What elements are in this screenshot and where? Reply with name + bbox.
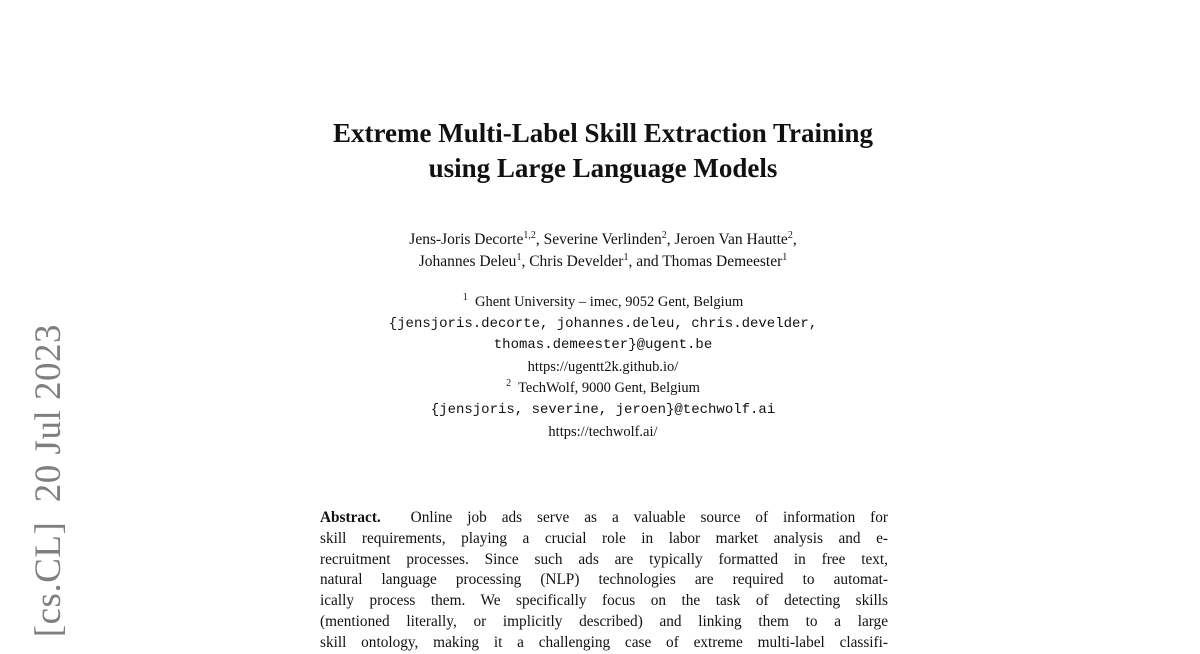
title-line: using Large Language Models [428, 153, 778, 183]
affiliation-name: TechWolf, 9000 Gent, Belgium [518, 380, 700, 397]
separator: , [792, 231, 797, 248]
affiliation-number: 2 [506, 378, 512, 390]
affiliations: 1 Ghent University – imec, 9052 Gent, Be… [0, 292, 1200, 443]
abstract-heading: Abstract. [320, 509, 381, 526]
author-list: Jens-Joris Decorte1,2, Severine Verlinde… [0, 229, 1200, 273]
author: Severine Verlinden [543, 231, 662, 248]
separator: , and [628, 253, 663, 270]
abstract-line: skill requirements, playing a crucial ro… [320, 529, 888, 547]
author-affiliation-mark: 2 [661, 229, 667, 241]
author-affiliation-mark: 1,2 [523, 229, 536, 241]
abstract-line: ically process them. We specifically foc… [320, 592, 888, 610]
author-affiliation-mark: 1 [782, 251, 788, 263]
email: {jensjoris.decorte, johannes.deleu, chri… [388, 315, 818, 332]
affiliation-2: 2 TechWolf, 9000 Gent, Belgium [0, 378, 1200, 400]
email: thomas.demeester}@ugent.be [493, 337, 713, 354]
affiliation-url[interactable]: https://ugentt2k.github.io/ [527, 358, 679, 375]
abstract-text: Online job ads serve as a valuable sourc… [410, 509, 888, 526]
abstract-line: Abstract. Online job ads serve as a valu… [320, 508, 888, 529]
affiliation-name: Ghent University – imec, 9052 Gent, Belg… [475, 294, 744, 310]
separator: , [535, 231, 544, 248]
author: Jens-Joris Decorte [409, 231, 524, 248]
abstract-line: (mentioned literally, or implicitly desc… [320, 612, 888, 630]
paper-title: Extreme Multi-Label Skill Extraction Tra… [0, 116, 1200, 186]
author: Thomas Demeester [662, 253, 783, 270]
abstract-line: recruitment processes. Since such ads ar… [320, 550, 888, 568]
author-affiliation-mark: 1 [516, 251, 522, 263]
author-affiliation-mark: 1 [623, 251, 629, 263]
email: {jensjoris, severine, jeroen}@techwolf.a… [430, 401, 776, 418]
abstract-line: natural language processing (NLP) techno… [320, 571, 888, 589]
author: Jeroen Van Hautte [674, 231, 788, 248]
separator: , [521, 253, 530, 270]
affiliation-url[interactable]: https://techwolf.ai/ [548, 423, 658, 440]
separator: , [666, 231, 675, 248]
author-affiliation-mark: 2 [787, 229, 793, 241]
abstract: Abstract. Online job ads serve as a valu… [320, 508, 888, 654]
author: Johannes Deleu [418, 253, 517, 270]
abstract-line: skill ontology, making it a challenging … [320, 633, 888, 651]
affiliation-1: 1 Ghent University – imec, 9052 Gent, Be… [0, 292, 1200, 314]
affiliation-number: 1 [462, 292, 468, 304]
title-line: Extreme Multi-Label Skill Extraction Tra… [333, 118, 873, 148]
author: Chris Develder [529, 253, 624, 270]
